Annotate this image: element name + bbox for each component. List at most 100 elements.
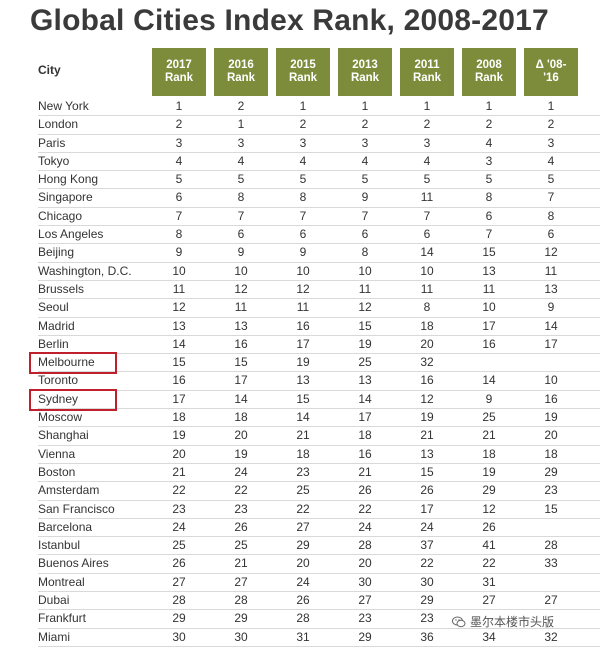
city-name: Chicago xyxy=(38,208,83,223)
table-row: Tokyo 4 4 4 4 4 3 4 xyxy=(28,153,600,172)
city-name: Hong Kong xyxy=(38,172,99,187)
rank-cell: 14 xyxy=(172,336,186,351)
table-row: New York 1 2 1 1 1 1 1 xyxy=(28,98,600,117)
rank-cell: 22 xyxy=(420,556,434,571)
row-divider xyxy=(38,389,600,391)
row-divider xyxy=(38,645,600,647)
column-header-line2: Rank xyxy=(350,72,380,84)
table-row: London 2 1 2 2 2 2 2 xyxy=(28,116,600,135)
column-header-line1: 2011 xyxy=(414,59,440,71)
rank-cell: 7 xyxy=(485,227,493,242)
rank-cell: 27 xyxy=(234,574,248,589)
rank-cell: 8 xyxy=(361,245,369,260)
table-row: Amsterdam 22 22 25 26 26 29 23 xyxy=(28,482,600,501)
rank-cell: 26 xyxy=(358,483,372,498)
highlight-box xyxy=(29,388,117,411)
rank-cell: 16 xyxy=(544,391,558,406)
row-divider xyxy=(38,279,600,281)
rank-cell: 13 xyxy=(544,281,558,296)
row-divider xyxy=(38,572,600,574)
table-row: Berlin 14 16 17 19 20 16 17 xyxy=(28,336,600,355)
rank-cell: 19 xyxy=(234,446,248,461)
city-name: New York xyxy=(38,99,89,113)
rank-cell: 9 xyxy=(237,245,245,260)
rank-cell: 41 xyxy=(482,538,496,553)
rank-cell: 28 xyxy=(234,593,248,608)
rank-cell: 18 xyxy=(544,446,558,461)
rank-cell: 29 xyxy=(420,593,434,608)
row-divider xyxy=(38,517,600,519)
rank-cell: 6 xyxy=(299,227,307,242)
rank-cell: 3 xyxy=(485,153,493,168)
rank-cell: 9 xyxy=(361,190,369,205)
rank-cell: 1 xyxy=(299,99,307,113)
highlight-box xyxy=(29,352,117,375)
city-name: Brussels xyxy=(38,281,85,296)
rank-cell: 24 xyxy=(296,574,310,589)
rank-cell: 12 xyxy=(544,245,558,260)
column-header: 2017 Rank xyxy=(152,48,206,96)
rank-cell: 19 xyxy=(358,336,372,351)
rank-cell: 20 xyxy=(172,446,186,461)
rank-cell: 17 xyxy=(420,501,434,516)
rank-cell: 17 xyxy=(544,336,558,351)
row-divider xyxy=(38,609,600,611)
rank-cell: 6 xyxy=(485,208,493,223)
rank-cell: 25 xyxy=(482,410,496,425)
rank-cell: 11 xyxy=(358,281,372,296)
rank-cell: 21 xyxy=(358,464,372,479)
rank-cell: 17 xyxy=(296,336,310,351)
column-header-line2: Rank xyxy=(288,72,318,84)
city-name: Melbourne xyxy=(38,355,95,370)
rank-cell: 2 xyxy=(237,99,245,113)
row-divider xyxy=(38,408,600,410)
city-name: Madrid xyxy=(38,318,75,333)
rank-cell: 14 xyxy=(358,391,372,406)
rank-cell: 4 xyxy=(547,153,555,168)
rank-cell: 21 xyxy=(482,428,496,443)
rank-cell: 7 xyxy=(175,208,183,223)
rank-cell: 16 xyxy=(482,336,496,351)
city-column-header: City xyxy=(38,63,61,77)
table-row: Brussels 11 12 12 11 11 11 13 xyxy=(28,281,600,300)
rank-cell: 12 xyxy=(234,281,248,296)
rank-cell: 2 xyxy=(547,117,555,132)
column-header-line1: 2017 xyxy=(166,59,192,71)
row-divider xyxy=(38,481,600,483)
rank-cell: 29 xyxy=(482,483,496,498)
rank-cell: 20 xyxy=(544,428,558,443)
rank-cell: 2 xyxy=(175,117,183,132)
rank-cell: 7 xyxy=(299,208,307,223)
rank-cell: 20 xyxy=(234,428,248,443)
row-divider xyxy=(38,261,600,263)
rank-cell: 23 xyxy=(234,501,248,516)
rank-cell: 5 xyxy=(485,172,493,187)
table-row: Miami 30 30 31 29 36 34 32 xyxy=(28,629,600,647)
table-row: Barcelona 24 26 27 24 24 26 xyxy=(28,519,600,538)
table-row: Moscow 18 18 14 17 19 25 19 xyxy=(28,409,600,428)
rank-cell: 5 xyxy=(361,172,369,187)
column-header: 2016 Rank xyxy=(214,48,268,96)
rank-cell: 27 xyxy=(544,593,558,608)
table-header: City 2017 Rank 2016 Rank 2015 Rank 2013 Rank 201… xyxy=(28,48,600,98)
rank-cell: 9 xyxy=(485,391,493,406)
rank-cell: 23 xyxy=(544,483,558,498)
city-name: Barcelona xyxy=(38,519,93,534)
rank-cell: 29 xyxy=(296,538,310,553)
rank-cell: 30 xyxy=(358,574,372,589)
rank-cell: 5 xyxy=(547,172,555,187)
rank-cell: 4 xyxy=(361,153,369,168)
rank-cell: 37 xyxy=(420,538,434,553)
rank-cell: 2 xyxy=(485,117,493,132)
rank-cell: 25 xyxy=(358,355,372,370)
rank-cell: 13 xyxy=(420,446,434,461)
table-row: Washington, D.C. 10 10 10 10 10 13 11 xyxy=(28,263,600,281)
rank-cell: 14 xyxy=(234,391,248,406)
rank-cell: 12 xyxy=(420,391,434,406)
rank-cell: 24 xyxy=(420,519,434,534)
rank-cell: 19 xyxy=(544,410,558,425)
rank-cell: 3 xyxy=(299,135,307,150)
rank-cell: 21 xyxy=(420,428,434,443)
rank-cell: 24 xyxy=(172,519,186,534)
rank-cell: 13 xyxy=(172,318,186,333)
